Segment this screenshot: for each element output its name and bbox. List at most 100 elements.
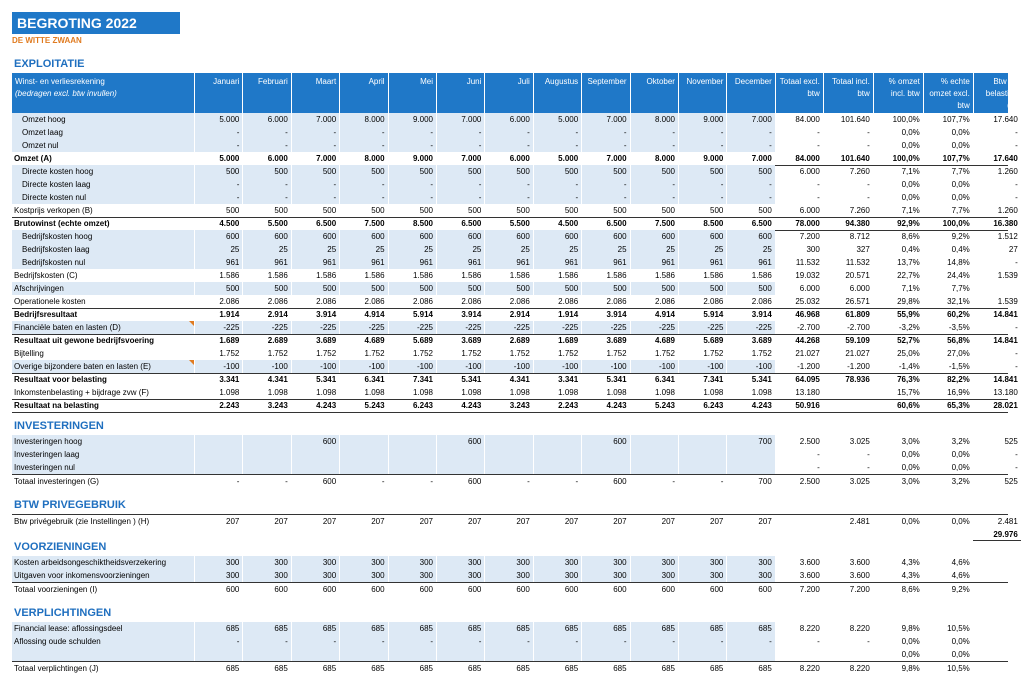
month-value-cell[interactable]: - [678,191,727,204]
month-value-cell[interactable]: 7.000 [290,113,340,126]
month-value-cell[interactable] [339,435,388,448]
month-value-cell[interactable]: - [387,126,436,139]
month-value-cell[interactable]: - [532,635,582,648]
month-value-cell[interactable]: - [678,126,727,139]
month-value-cell[interactable] [532,648,582,661]
month-value-cell[interactable]: -100 [194,360,243,373]
month-value-cell[interactable]: 961 [532,256,582,269]
month-value-cell[interactable]: 600 [242,230,291,243]
month-value-cell[interactable]: - [387,139,436,152]
month-value-cell[interactable]: - [532,139,582,152]
month-value-cell[interactable] [581,448,630,461]
month-value-cell[interactable]: -100 [678,360,727,373]
month-value-cell[interactable]: 25 [532,243,582,256]
month-value-cell[interactable]: 500 [290,165,340,178]
month-value-cell[interactable]: - [484,126,533,139]
month-value-cell[interactable]: 685 [339,622,388,635]
month-value-cell[interactable]: 600 [339,230,388,243]
month-value-cell[interactable]: - [290,635,340,648]
month-value-cell[interactable] [532,461,582,474]
month-value-cell[interactable]: 500 [290,282,340,295]
month-value-cell[interactable]: - [532,126,582,139]
month-value-cell[interactable]: 500 [484,165,533,178]
month-value-cell[interactable]: 25 [436,243,485,256]
month-value-cell[interactable]: 600 [678,230,727,243]
month-value-cell[interactable]: 300 [242,556,291,569]
month-value-cell[interactable] [629,461,678,474]
month-value-cell[interactable]: 685 [484,622,533,635]
month-value-cell[interactable]: - [532,191,582,204]
month-value-cell[interactable]: 25 [484,243,533,256]
month-value-cell[interactable]: -100 [290,360,340,373]
month-value-cell[interactable]: 500 [581,165,630,178]
month-value-cell[interactable]: 25 [387,243,436,256]
month-value-cell[interactable] [290,448,340,461]
month-value-cell[interactable]: - [678,139,727,152]
month-value-cell[interactable]: 500 [484,282,533,295]
month-value-cell[interactable] [436,648,485,661]
month-value-cell[interactable]: 500 [581,282,630,295]
month-value-cell[interactable]: 700 [726,435,775,448]
month-value-cell[interactable] [339,448,388,461]
month-value-cell[interactable]: - [629,178,678,191]
month-value-cell[interactable] [387,648,436,661]
month-value-cell[interactable]: 300 [629,569,678,582]
month-value-cell[interactable]: -225 [726,321,775,334]
month-value-cell[interactable] [194,448,243,461]
month-value-cell[interactable]: 500 [532,282,582,295]
month-value-cell[interactable]: 25 [339,243,388,256]
month-value-cell[interactable]: - [242,126,291,139]
month-value-cell[interactable]: 500 [436,165,485,178]
month-value-cell[interactable]: 961 [194,256,243,269]
month-value-cell[interactable]: 8.000 [629,113,678,126]
month-value-cell[interactable]: 300 [194,556,243,569]
month-value-cell[interactable]: 600 [436,435,485,448]
month-value-cell[interactable]: 6.000 [242,113,291,126]
month-value-cell[interactable]: - [581,126,630,139]
month-value-cell[interactable] [678,648,727,661]
month-value-cell[interactable]: 25 [629,243,678,256]
month-value-cell[interactable]: 961 [339,256,388,269]
month-value-cell[interactable] [484,435,533,448]
month-value-cell[interactable]: 6.000 [484,113,533,126]
month-value-cell[interactable]: - [339,126,388,139]
month-value-cell[interactable]: - [581,191,630,204]
month-value-cell[interactable]: 300 [339,556,388,569]
month-value-cell[interactable]: - [290,178,340,191]
month-value-cell[interactable]: - [436,178,485,191]
month-value-cell[interactable]: 685 [242,622,291,635]
month-value-cell[interactable]: 7.000 [726,113,775,126]
month-value-cell[interactable]: 300 [436,556,485,569]
month-value-cell[interactable]: - [436,191,485,204]
month-value-cell[interactable]: 500 [629,165,678,178]
month-value-cell[interactable]: 300 [339,569,388,582]
month-value-cell[interactable]: - [436,139,485,152]
month-value-cell[interactable]: - [678,635,727,648]
month-value-cell[interactable]: 500 [678,165,727,178]
month-value-cell[interactable]: - [387,191,436,204]
month-value-cell[interactable]: 500 [532,165,582,178]
month-value-cell[interactable]: -225 [629,321,678,334]
month-value-cell[interactable]: 300 [581,569,630,582]
month-value-cell[interactable]: -225 [290,321,340,334]
month-value-cell[interactable] [194,435,243,448]
month-value-cell[interactable] [726,448,775,461]
month-value-cell[interactable]: 500 [387,165,436,178]
month-value-cell[interactable]: 500 [387,282,436,295]
month-value-cell[interactable]: 500 [436,282,485,295]
month-value-cell[interactable]: 7.000 [436,113,485,126]
month-value-cell[interactable]: 300 [532,569,582,582]
month-value-cell[interactable]: 600 [194,230,243,243]
month-value-cell[interactable]: 961 [629,256,678,269]
month-value-cell[interactable]: 685 [629,622,678,635]
month-value-cell[interactable]: 300 [290,569,340,582]
month-value-cell[interactable] [532,448,582,461]
month-value-cell[interactable]: - [194,635,243,648]
month-value-cell[interactable]: 685 [387,622,436,635]
month-value-cell[interactable]: 500 [242,165,291,178]
month-value-cell[interactable]: 600 [581,230,630,243]
month-value-cell[interactable]: 685 [290,622,340,635]
month-value-cell[interactable]: -225 [678,321,727,334]
month-value-cell[interactable] [629,648,678,661]
month-value-cell[interactable]: 25 [726,243,775,256]
